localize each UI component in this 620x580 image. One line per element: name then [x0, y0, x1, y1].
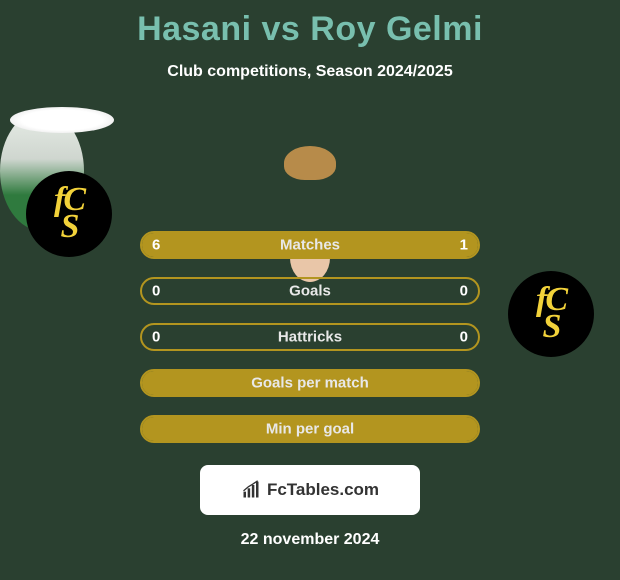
page-title: Hasani vs Roy Gelmi — [0, 0, 620, 49]
stat-bar: 0 0 Goals — [140, 277, 480, 305]
date-text: 22 november 2024 — [0, 531, 620, 549]
club-badge-left-text: fCS — [54, 187, 84, 240]
bar-value-right: 1 — [460, 237, 468, 254]
brand-text: FcTables.com — [267, 480, 379, 500]
chart-icon — [241, 480, 261, 500]
stat-bar: 0 0 Hattricks — [140, 323, 480, 351]
bar-label: Goals — [289, 283, 331, 300]
bar-value-left: 6 — [152, 237, 160, 254]
bar-value-left: 0 — [152, 329, 160, 346]
bar-value-right: 0 — [460, 283, 468, 300]
bar-value-left: 0 — [152, 283, 160, 300]
player-left-avatar — [10, 107, 114, 133]
bar-label: Hattricks — [278, 329, 342, 346]
brand-card: FcTables.com — [200, 465, 420, 515]
bar-label: Goals per match — [251, 375, 369, 392]
bar-fill-left — [142, 233, 411, 257]
club-badge-right: fCS — [508, 271, 594, 357]
club-badge-right-text: fCS — [536, 287, 566, 340]
stat-bar: Min per goal — [140, 415, 480, 443]
club-badge-left: fCS — [26, 171, 112, 257]
stat-bar: 6 1 Matches — [140, 231, 480, 259]
bar-label: Matches — [280, 237, 340, 254]
stat-bar: Goals per match — [140, 369, 480, 397]
page-subtitle: Club competitions, Season 2024/2025 — [0, 63, 620, 81]
comparison-panel: fCS fCS 6 1 Matches 0 0 Goals 0 0 Hattricks Goals… — [0, 111, 620, 549]
bar-value-right: 0 — [460, 329, 468, 346]
bar-label: Min per goal — [266, 421, 354, 438]
